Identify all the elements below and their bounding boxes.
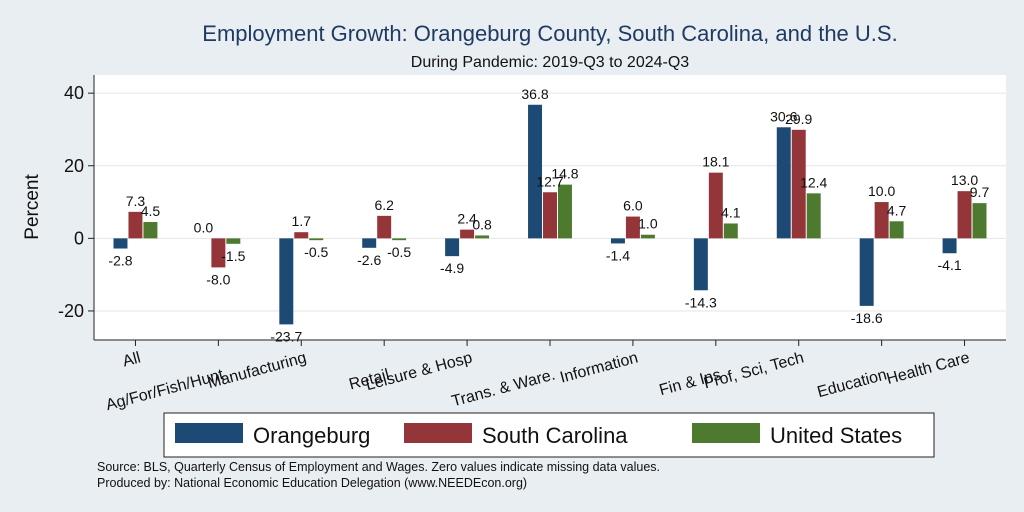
data-label-2-7: 6.0 xyxy=(623,198,643,214)
legend-box xyxy=(163,412,935,458)
gridlines xyxy=(94,92,1006,312)
data-label-2-3: 1.7 xyxy=(292,213,312,229)
y-tick-label-1: 0 xyxy=(74,228,84,248)
bar-3-7 xyxy=(640,234,655,239)
data-label-1-7: -1.4 xyxy=(606,247,630,263)
legend-label-1: Orangeburg xyxy=(253,423,370,448)
x-tick-label-8: Prof, Sci, Tech xyxy=(702,349,806,392)
legend-swatch-3 xyxy=(692,423,760,443)
data-label-3-7: 1.0 xyxy=(638,216,658,232)
x-tick-label-0: All xyxy=(121,349,143,370)
data-label-1-1: -2.8 xyxy=(108,253,132,269)
bar-3-4 xyxy=(392,238,407,241)
data-label-1-9: 30.6 xyxy=(770,108,797,124)
x-tick-label-10: Health Care xyxy=(885,349,972,388)
bar-2-8 xyxy=(708,172,723,239)
bar-1-9 xyxy=(776,127,791,239)
y-axis: -20 0 20 40 xyxy=(58,75,95,340)
y-tick-label-0: -20 xyxy=(58,301,84,321)
data-label-2-5: 2.4 xyxy=(457,211,477,227)
footnotes: Source: BLS, Quarterly Census of Employm… xyxy=(97,460,660,490)
bar-3-10 xyxy=(889,221,904,239)
bar-2-11 xyxy=(957,191,972,239)
bar-2-9 xyxy=(791,129,806,239)
bar-1-8 xyxy=(693,238,708,291)
bar-2-6 xyxy=(543,192,557,239)
data-label-2-9: 29.9 xyxy=(785,111,812,127)
data-label-1-4: -2.6 xyxy=(357,252,381,268)
bar-1-7 xyxy=(610,238,625,244)
bar-1-11 xyxy=(942,238,957,254)
y-axis-title: Percent xyxy=(22,174,43,240)
data-label-1-5: -4.9 xyxy=(440,260,464,276)
bar-3-11 xyxy=(972,203,987,239)
data-label-3-11: 9.7 xyxy=(970,184,990,200)
bar-2-4 xyxy=(377,215,392,239)
x-tick-label-1: Ag/For/Fish/Hunt xyxy=(104,366,226,414)
chart-subtitle: During Pandemic: 2019-Q3 to 2024-Q3 xyxy=(411,54,689,71)
data-label-2-11: 13.0 xyxy=(951,172,978,188)
bar-3-6 xyxy=(557,184,572,239)
legend-label-3: United States xyxy=(770,423,902,448)
bar-3-3 xyxy=(309,238,324,241)
data-label-2-10: 10.0 xyxy=(868,183,895,199)
data-label-2-6: 12.7 xyxy=(536,173,563,189)
data-label-3-4: -0.5 xyxy=(387,244,411,260)
data-label-3-5: 0.8 xyxy=(472,216,492,232)
bar-3-5 xyxy=(475,235,490,239)
bar-2-5 xyxy=(460,229,475,239)
bar-3-2 xyxy=(226,238,241,244)
data-label-3-8: 4.1 xyxy=(721,204,741,220)
bar-3-9 xyxy=(806,193,821,239)
bar-3-1 xyxy=(143,222,158,239)
data-label-2-1: 7.3 xyxy=(126,193,146,209)
legend-swatch-1 xyxy=(175,423,243,443)
bar-1-3 xyxy=(279,238,294,325)
data-labels: -2.8 0.0 -23.7 -2.6 -4.9 36.8 -1.4 -14.3 30.6 -18… xyxy=(108,86,989,345)
bar-2-10 xyxy=(874,202,889,239)
x-tick-label-5: Trans. & Ware. xyxy=(450,366,557,410)
data-label-2-2: -8.0 xyxy=(206,271,230,287)
x-tick-label-9: Education xyxy=(816,366,889,401)
data-label-2-4: 6.2 xyxy=(374,197,394,213)
source-note: Source: BLS, Quarterly Census of Employm… xyxy=(97,460,660,474)
bar-2-3 xyxy=(294,232,309,239)
bar-1-10 xyxy=(859,238,874,306)
legend: Orangeburg South Carolina United States xyxy=(163,412,935,458)
bar-1-1 xyxy=(113,238,128,249)
produced-by-note: Produced by: National Economic Education… xyxy=(97,476,527,490)
data-label-1-11: -4.1 xyxy=(938,257,962,273)
bar-1-5 xyxy=(445,238,460,257)
data-label-1-8: -14.3 xyxy=(685,294,717,310)
chart-title: Employment Growth: Orangeburg County, So… xyxy=(202,21,897,46)
data-label-3-2: -1.5 xyxy=(221,248,245,264)
data-label-2-8: 18.1 xyxy=(702,154,729,170)
x-tick-label-6: Information xyxy=(558,349,640,386)
x-tick-label-2: Manufacturing xyxy=(206,349,308,392)
bar-1-4 xyxy=(362,238,377,248)
bar-3-8 xyxy=(723,223,738,239)
data-label-3-9: 12.4 xyxy=(800,174,827,190)
bar-2-1 xyxy=(128,211,143,239)
legend-swatch-2 xyxy=(404,423,472,443)
data-label-3-1: 4.5 xyxy=(141,203,161,219)
data-label-1-6: 36.8 xyxy=(521,86,548,102)
y-tick-label-2: 20 xyxy=(64,156,84,176)
bars xyxy=(113,104,987,325)
data-label-1-10: -18.6 xyxy=(851,310,883,326)
data-label-1-3: -23.7 xyxy=(270,328,302,344)
bar-2-7 xyxy=(625,216,640,239)
data-label-3-3: -0.5 xyxy=(304,244,328,260)
data-label-1-2: 0.0 xyxy=(194,219,214,235)
data-label-3-6: 14.8 xyxy=(551,166,578,182)
data-label-3-10: 4.7 xyxy=(887,202,907,218)
bar-2-2 xyxy=(211,238,226,268)
y-tick-label-3: 40 xyxy=(64,83,84,103)
legend-label-2: South Carolina xyxy=(482,423,628,448)
bar-1-6 xyxy=(528,104,543,239)
